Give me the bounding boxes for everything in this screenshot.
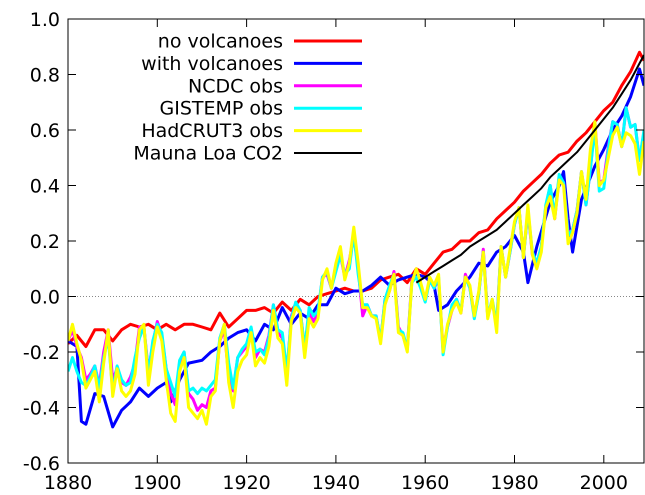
y-tick-label: 1.0 [30,9,60,31]
y-tick-label: 0.8 [30,65,60,87]
y-tick-label: 0.6 [30,120,60,142]
y-tick-label: 0.4 [30,176,60,198]
legend-label: Mauna Loa CO2 [133,143,283,165]
x-tick-label: 1980 [490,472,538,494]
legend-label: NCDC obs [188,75,283,97]
ticks-layer: -0.6 -0.4 -0.2 0.0 0.2 0.4 0.6 0.8 1.0 1880 1900 19… [23,9,644,494]
x-tick-label: 2000 [580,472,628,494]
legend-label: GISTEMP obs [160,98,283,120]
legend-label: no volcanoes [158,31,283,53]
x-tick-label: 1880 [44,472,92,494]
x-tick-label: 1900 [133,472,181,494]
y-tick-label: -0.6 [23,453,60,475]
series-line-hadcrut3-obs [68,120,644,426]
x-tick-label: 1960 [401,472,449,494]
series-layer [68,50,644,429]
y-tick-label: -0.4 [23,398,60,420]
series-line-mauna-loa-co2 [415,54,644,284]
y-tick-label: 0.2 [30,231,60,253]
legend-label: HadCRUT3 obs [141,120,283,142]
x-tick-label: 1940 [312,472,360,494]
x-tick-label: 1920 [222,472,270,494]
legend-label: with volcanoes [141,53,283,75]
y-tick-label: -0.2 [23,342,60,364]
y-tick-label: 0.0 [30,287,60,309]
